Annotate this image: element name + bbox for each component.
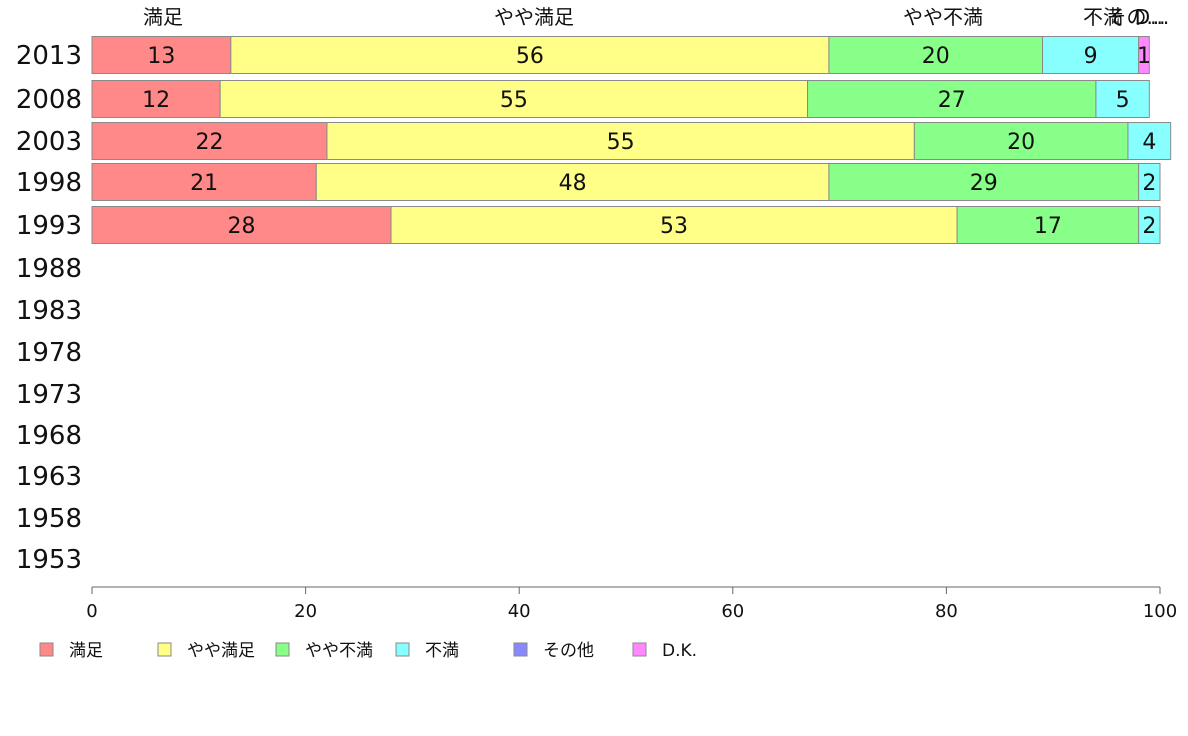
bar-segment — [91, 206, 392, 244]
year-label: 1983 — [16, 296, 82, 326]
data-label: 20 — [922, 44, 950, 69]
bar-segment — [828, 163, 1140, 201]
data-label: 13 — [147, 44, 175, 69]
year-label: 1963 — [16, 462, 82, 492]
data-label: 17 — [1034, 214, 1062, 239]
bar-segment — [1127, 122, 1172, 160]
data-label: 9 — [1084, 44, 1098, 69]
bar-segment — [219, 80, 809, 118]
bar-segment — [1138, 36, 1150, 74]
data-label: 4 — [1142, 130, 1156, 155]
data-label: 27 — [938, 88, 966, 113]
legend-swatch — [632, 642, 647, 657]
x-tick-label: 80 — [935, 601, 958, 622]
bar-segment — [91, 163, 317, 201]
legend-label: 満足 — [69, 641, 103, 661]
data-label: 48 — [559, 171, 587, 196]
year-label: 1958 — [16, 504, 82, 534]
data-label: 55 — [500, 88, 528, 113]
x-tick-label: 40 — [508, 601, 531, 622]
data-label: 21 — [190, 171, 218, 196]
legend-label: やや満足 — [187, 641, 255, 661]
year-labels: 2013 2008 2003 1998 1993 1988 1983 1978 1973 1968… — [16, 41, 82, 575]
year-label: 1968 — [16, 421, 82, 451]
data-label: 2 — [1142, 171, 1156, 196]
data-label: 53 — [660, 214, 688, 239]
data-label: 22 — [195, 130, 223, 155]
bar-segment — [1042, 36, 1140, 74]
data-label: 20 — [1007, 130, 1035, 155]
top-category-label: やや不満 — [903, 5, 983, 29]
legend: 満足 やや満足 やや不満 不満 その他 D.K. — [39, 641, 697, 661]
top-category-label: やや満足 — [494, 5, 574, 29]
year-label: 1978 — [16, 338, 82, 368]
bar-segment — [807, 80, 1097, 118]
legend-label: その他 — [543, 641, 594, 661]
bar-segment — [913, 122, 1129, 160]
year-label: 1988 — [16, 254, 82, 284]
bar-segment — [956, 206, 1140, 244]
legend-label: D.K. — [662, 641, 697, 661]
year-label: 2008 — [16, 85, 82, 115]
bar-segment — [1138, 206, 1161, 244]
data-label: 5 — [1116, 88, 1130, 113]
top-category-label: 不満 — [1083, 5, 1123, 29]
bar-segment — [1095, 80, 1150, 118]
year-label: 1953 — [16, 545, 82, 575]
data-label: 2 — [1142, 214, 1156, 239]
data-label: 56 — [516, 44, 544, 69]
x-axis: 0 20 40 60 80 100 — [86, 586, 1177, 622]
data-label: 12 — [142, 88, 170, 113]
top-category-label: その... — [1106, 5, 1165, 29]
x-tick-label: 20 — [294, 601, 317, 622]
bar-segment — [91, 80, 221, 118]
bar-segment — [1138, 163, 1161, 201]
data-label: 1 — [1137, 44, 1151, 69]
data-label: 55 — [607, 130, 635, 155]
legend-swatch — [395, 642, 410, 657]
legend-label: 不満 — [425, 641, 459, 661]
legend-swatch — [513, 642, 528, 657]
category-top-labels: 満足 やや満足 やや不満 不満その...D... — [143, 5, 1169, 29]
year-label: 2013 — [16, 41, 82, 71]
legend-swatch — [39, 642, 54, 657]
data-label: 29 — [970, 171, 998, 196]
bar-segment — [91, 36, 232, 74]
year-label: 2003 — [16, 127, 82, 157]
legend-label: やや不満 — [305, 641, 373, 661]
bars: 13 56 20 9 1 12 55 27 5 22 55 20 4 21 48 29 2 28 53 17 2 — [91, 36, 1172, 244]
year-label: 1973 — [16, 380, 82, 410]
x-tick-label: 60 — [721, 601, 744, 622]
x-tick-label: 100 — [1143, 601, 1177, 622]
top-category-label: 満足 — [143, 5, 183, 29]
year-label: 1998 — [16, 168, 82, 198]
bar-segment — [315, 163, 830, 201]
top-category-label: D... — [1135, 5, 1169, 29]
bar-segment — [326, 122, 915, 160]
legend-swatch — [275, 642, 290, 657]
x-tick-label: 0 — [86, 601, 97, 622]
legend-swatch — [157, 642, 172, 657]
year-label: 1993 — [16, 211, 82, 241]
data-label: 28 — [228, 214, 256, 239]
